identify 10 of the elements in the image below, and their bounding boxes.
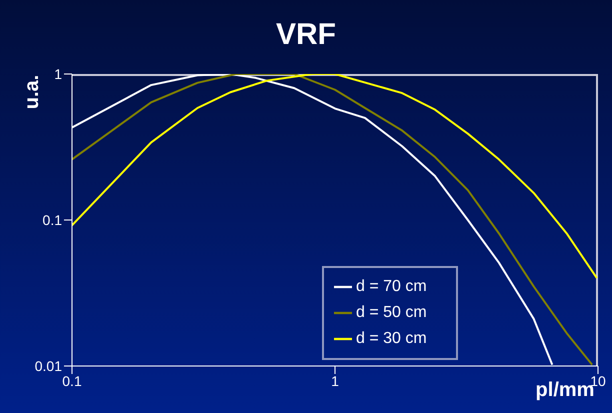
y-tick-label: 0.01 bbox=[34, 358, 62, 374]
x-tick-label: 1 bbox=[331, 372, 340, 389]
legend-label: d = 50 cm bbox=[356, 304, 427, 321]
legend-label: d = 70 cm bbox=[356, 278, 427, 295]
y-axis-title: u.a. bbox=[21, 74, 43, 110]
x-tick-label: 0.1 bbox=[62, 372, 82, 389]
y-tick-label: 1 bbox=[54, 66, 62, 82]
chart-title: VRF bbox=[275, 18, 337, 52]
y-tick-label: 0.1 bbox=[42, 212, 62, 228]
legend-label: d = 30 cm bbox=[356, 330, 427, 347]
